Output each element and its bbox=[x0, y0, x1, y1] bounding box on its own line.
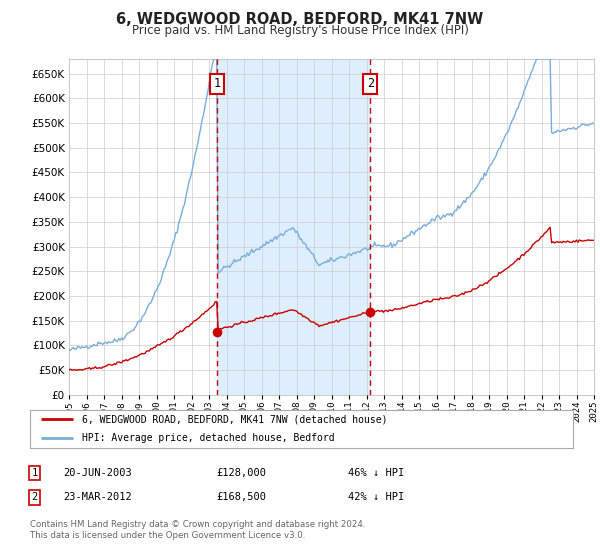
Text: Price paid vs. HM Land Registry's House Price Index (HPI): Price paid vs. HM Land Registry's House … bbox=[131, 24, 469, 36]
Text: 1: 1 bbox=[32, 468, 38, 478]
Text: 42% ↓ HPI: 42% ↓ HPI bbox=[348, 492, 404, 502]
Text: 1: 1 bbox=[214, 77, 221, 91]
Text: £168,500: £168,500 bbox=[216, 492, 266, 502]
Text: 2: 2 bbox=[367, 77, 374, 91]
Text: 23-MAR-2012: 23-MAR-2012 bbox=[63, 492, 132, 502]
Text: HPI: Average price, detached house, Bedford: HPI: Average price, detached house, Bedf… bbox=[82, 433, 334, 444]
Text: £128,000: £128,000 bbox=[216, 468, 266, 478]
Text: 20-JUN-2003: 20-JUN-2003 bbox=[63, 468, 132, 478]
Text: 2: 2 bbox=[32, 492, 38, 502]
Text: 46% ↓ HPI: 46% ↓ HPI bbox=[348, 468, 404, 478]
Text: Contains HM Land Registry data © Crown copyright and database right 2024.
This d: Contains HM Land Registry data © Crown c… bbox=[30, 520, 365, 540]
Bar bbox=[217, 59, 370, 395]
Text: 6, WEDGWOOD ROAD, BEDFORD, MK41 7NW (detached house): 6, WEDGWOOD ROAD, BEDFORD, MK41 7NW (det… bbox=[82, 414, 387, 424]
Text: 6, WEDGWOOD ROAD, BEDFORD, MK41 7NW: 6, WEDGWOOD ROAD, BEDFORD, MK41 7NW bbox=[116, 12, 484, 27]
